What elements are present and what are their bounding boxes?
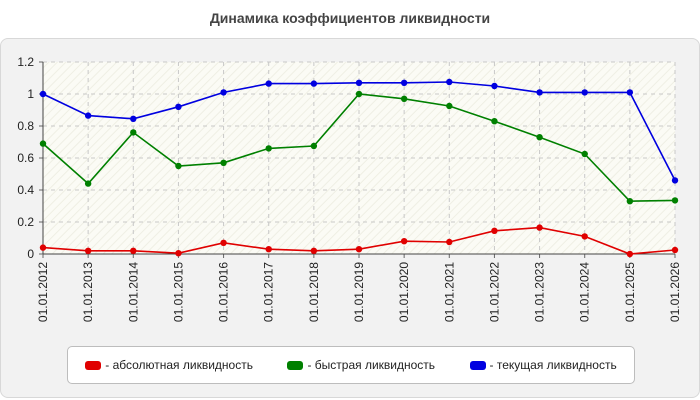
- legend-swatch-red: [85, 360, 102, 370]
- x-tick-label: 01.01.2023: [533, 262, 547, 322]
- legend-label: - быстрая ликвидность: [307, 358, 436, 372]
- data-point: [175, 250, 182, 257]
- legend-item-current: - текущая ликвидность: [469, 358, 617, 372]
- grid: [43, 61, 676, 254]
- data-point: [84, 180, 92, 187]
- y-tick-label: 0.4: [17, 183, 34, 197]
- legend-item-quick: - быстрая ликвидность: [287, 358, 435, 372]
- data-point: [671, 197, 679, 204]
- legend-label: - текущая ликвидность: [489, 358, 617, 372]
- y-tick-label: 1.2: [17, 55, 34, 69]
- data-point: [39, 244, 47, 251]
- data-point: [446, 78, 453, 86]
- x-tick-label: 01.01.2025: [623, 262, 637, 322]
- data-point: [355, 79, 363, 87]
- data-point: [626, 250, 634, 258]
- x-tick-label: 01.01.2021: [442, 262, 456, 322]
- data-point: [310, 80, 318, 87]
- data-point: [130, 115, 137, 123]
- data-point: [175, 162, 182, 170]
- x-tick-label: 01.01.2026: [668, 262, 682, 322]
- data-point: [446, 102, 453, 110]
- legend-swatch-green: [287, 360, 304, 370]
- data-point: [536, 134, 543, 141]
- data-point: [310, 247, 318, 254]
- y-tick-label: 0.6: [17, 151, 34, 165]
- data-point: [400, 79, 408, 87]
- legend: - абсолютная ликвидность - быстрая ликви…: [67, 346, 635, 384]
- data-point: [446, 238, 453, 246]
- x-tick-label: 01.01.2020: [397, 262, 411, 322]
- data-point: [491, 118, 498, 125]
- data-point: [130, 129, 137, 136]
- data-point: [130, 247, 137, 254]
- x-tick-label: 01.01.2019: [352, 262, 366, 322]
- y-tick-label: 0.2: [17, 215, 34, 229]
- x-tick-label: 01.01.2013: [81, 262, 95, 322]
- data-point: [220, 239, 227, 246]
- data-point: [175, 103, 182, 111]
- data-point: [581, 150, 588, 158]
- data-point: [581, 233, 588, 240]
- data-point: [400, 238, 408, 245]
- data-point: [355, 246, 363, 253]
- data-point: [671, 177, 679, 184]
- legend-item-absolute: - абсолютная ликвидность: [85, 358, 253, 372]
- data-point: [581, 89, 588, 96]
- data-point: [491, 82, 498, 90]
- chart-title: Динамика коэффициентов ликвидности: [209, 10, 491, 26]
- data-point: [310, 142, 318, 150]
- legend-label: - абсолютная ликвидность: [105, 358, 253, 372]
- series-layer: [39, 78, 679, 258]
- data-point: [536, 224, 543, 231]
- x-tick-label: 01.01.2022: [487, 262, 501, 322]
- data-point: [355, 90, 363, 98]
- data-point: [39, 90, 47, 98]
- data-point: [220, 89, 227, 96]
- data-point: [536, 89, 543, 96]
- x-tick-label: 01.01.2015: [171, 262, 185, 322]
- x-tick-label: 01.01.2014: [126, 262, 140, 322]
- x-tick-label: 01.01.2024: [578, 262, 592, 322]
- data-point: [491, 227, 498, 234]
- legend-swatch-blue: [469, 360, 486, 370]
- data-point: [400, 95, 408, 103]
- y-tick-label: 1: [27, 87, 34, 101]
- data-point: [671, 246, 679, 254]
- data-point: [265, 145, 272, 152]
- x-tick-label: 01.01.2017: [262, 262, 276, 322]
- data-point: [220, 159, 227, 166]
- data-point: [265, 80, 272, 87]
- x-tick-label: 01.01.2018: [307, 262, 321, 322]
- axes: 0 0.2 0.4 0.6 0.8 1 1.2 01.01.2012 01.01.2013 01.…: [17, 55, 682, 322]
- data-point: [39, 140, 47, 147]
- x-tick-label: 01.01.2016: [217, 262, 231, 322]
- data-point: [84, 247, 92, 254]
- y-tick-label: 0.8: [17, 119, 34, 133]
- x-tick-label: 01.01.2012: [36, 262, 50, 322]
- data-point: [84, 112, 92, 119]
- data-point: [265, 246, 272, 253]
- data-point: [626, 89, 634, 96]
- y-tick-label: 0: [27, 247, 34, 261]
- data-point: [626, 198, 634, 205]
